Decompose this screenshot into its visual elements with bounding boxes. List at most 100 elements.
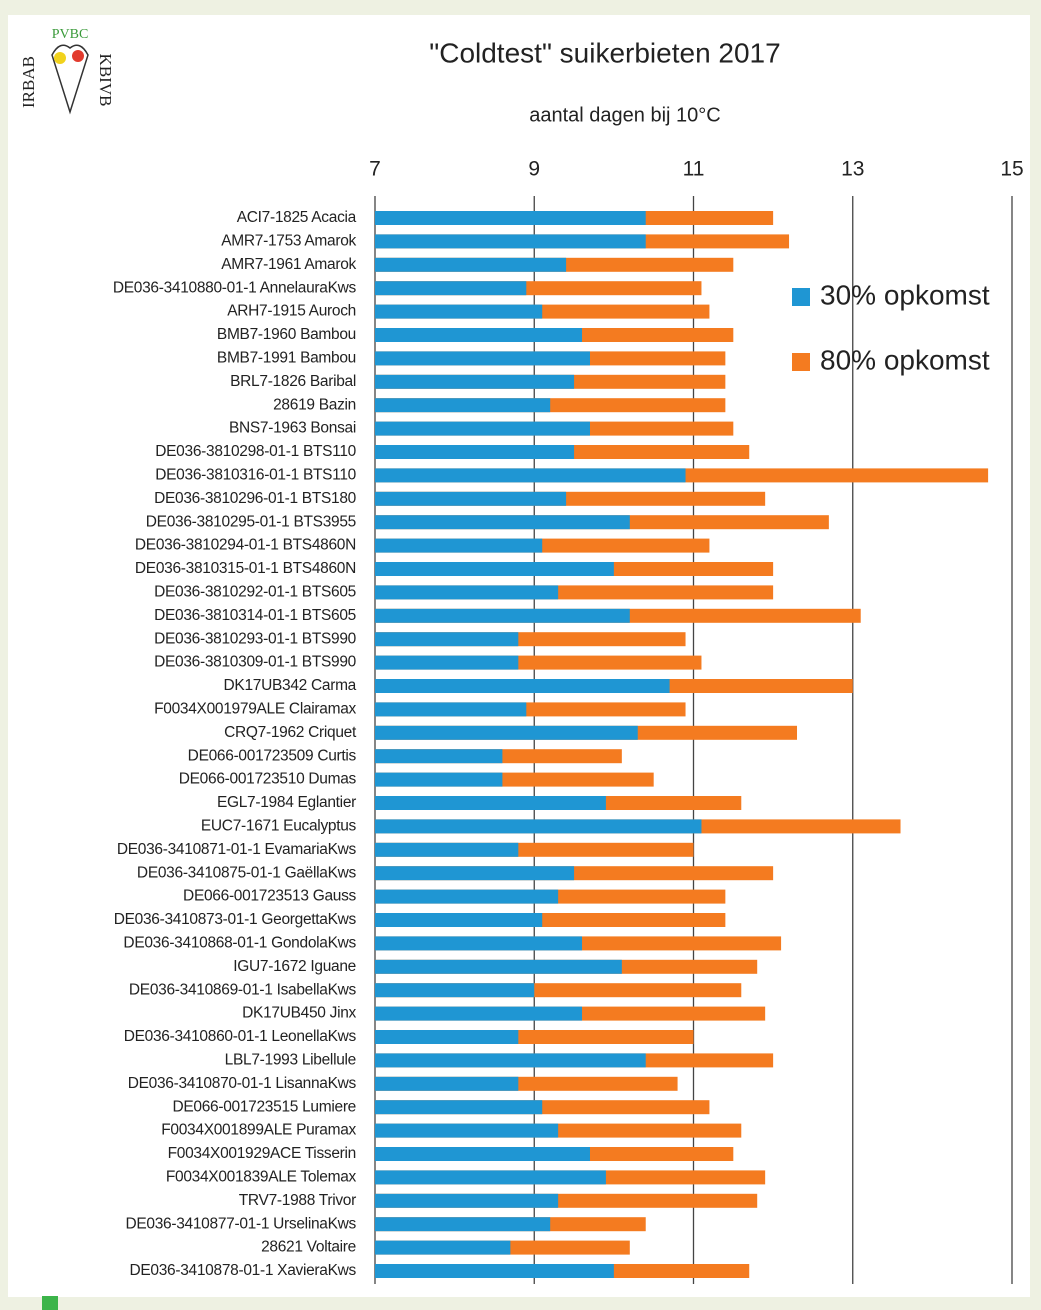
y-tick-label: DE036-3410870-01-1 LisannaKws [128,1075,357,1092]
y-tick-label: DE036-3410860-01-1 LeonellaKws [124,1028,357,1045]
bar [375,445,575,459]
bar [375,889,559,904]
bar [375,351,590,366]
y-tick-label: F0034X001839ALE Tolemax [166,1168,357,1185]
bar [375,819,702,834]
y-tick-label: DE036-3810298-01-1 BTS110 [155,443,356,460]
bar [375,936,583,951]
y-tick-label: DE036-3810294-01-1 BTS4860N [135,537,356,554]
bar [375,538,543,553]
y-tick-label: DE066-001723515 Lumiere [172,1098,356,1115]
y-tick-label: F0034X001929ACE Tisserin [168,1145,356,1162]
bar [375,1006,583,1021]
bar [375,1170,606,1185]
y-tick-label: DE036-3810314-01-1 BTS605 [154,607,356,624]
y-tick-label: DK17UB342 Carma [224,677,357,694]
bar [375,257,567,272]
bar [375,468,686,483]
y-tick-label: BMB7-1991 Bambou [217,349,356,366]
bar [375,725,638,740]
logo-dot [54,52,66,64]
legend-swatch [792,353,810,371]
y-tick-label: DE066-001723510 Dumas [179,771,357,788]
legend-label: 80% opkomst [820,344,990,375]
y-tick-label: BNS7-1963 Bonsai [229,420,356,437]
x-tick-label: 13 [841,158,864,181]
bar [375,585,559,600]
y-tick-label: DE036-3810315-01-1 BTS4860N [135,560,356,577]
y-tick-label: DE036-3410875-01-1 GaëllaKws [137,864,357,881]
bar [375,749,503,764]
y-tick-label: F0034X001979ALE Clairamax [154,700,356,717]
y-tick-label: DE036-3410873-01-1 GeorgettaKws [114,911,357,928]
logo-top: PVBC [52,27,89,42]
y-tick-label: AMR7-1961 Amarok [221,256,356,273]
bar [375,211,646,225]
y-tick-label: LBL7-1993 Libellule [225,1051,356,1068]
bar [375,796,606,810]
chart-title: "Coldtest" suikerbieten 2017 [429,37,780,68]
bar [375,866,575,881]
y-tick-label: DE066-001723509 Curtis [188,747,357,764]
bar [375,1217,551,1232]
y-tick-label: 28619 Bazin [273,396,356,413]
y-tick-label: ACI7-1825 Acacia [237,209,357,226]
bar [375,1076,519,1091]
bar [375,421,590,436]
bar [375,1030,519,1044]
bar [375,1100,543,1115]
y-tick-label: DE036-3410880-01-1 AnnelauraKws [113,279,357,296]
y-tick-label: DE036-3810316-01-1 BTS110 [155,466,356,483]
y-tick-label: ARH7-1915 Auroch [227,303,356,320]
y-tick-label: TRV7-1988 Trivor [239,1192,356,1209]
y-tick-label: IGU7-1672 Iguane [233,958,356,975]
bar [375,772,503,787]
legend-label: 30% opkomst [820,279,990,310]
y-tick-label: DE036-3810292-01-1 BTS605 [154,583,356,600]
y-tick-label: BRL7-1826 Baribal [230,373,356,390]
y-tick-label: EGL7-1984 Eglantier [217,794,356,811]
corner-square [42,1296,58,1310]
bar [375,959,622,974]
x-tick-label: 7 [369,158,381,181]
bar [375,328,583,342]
logo-left: IRBAB [19,56,38,108]
bar [375,491,567,506]
x-tick-label: 9 [528,158,540,181]
logo: IRBAB PVBC KBIVB [19,27,115,115]
y-tick-label: BMB7-1960 Bambou [217,326,356,343]
bar [375,913,543,927]
y-tick-label: AMR7-1753 Amarok [221,232,356,249]
bar [375,702,527,717]
bar [375,234,646,249]
bar [375,983,535,998]
bar [375,842,519,857]
bar [375,632,519,647]
y-tick-label: DE036-3810309-01-1 BTS990 [154,654,357,671]
x-tick-label: 15 [1000,158,1023,181]
bar [375,655,519,670]
bar [375,608,630,623]
y-tick-label: EUC7-1671 Eucalyptus [201,817,357,834]
y-tick-label: DE066-001723513 Gauss [183,888,356,905]
y-tick-label: F0034X001899ALE Puramax [161,1122,356,1139]
legend-swatch [792,288,810,306]
logo-cone [51,44,89,115]
axis-title: aantal dagen bij 10°C [529,104,720,126]
bar [375,1147,590,1161]
bar [375,1193,559,1208]
bar [375,374,575,389]
x-tick-label: 11 [683,158,705,181]
bar [375,1264,614,1278]
logo-dot [72,50,84,62]
y-tick-label: DE036-3410869-01-1 IsabellaKws [129,981,357,998]
bar [375,1240,511,1255]
y-tick-label: 28621 Voltaire [261,1239,356,1256]
bar [375,1053,646,1068]
bar [375,304,543,319]
y-tick-label: DE036-3810296-01-1 BTS180 [154,490,357,507]
bar [375,562,614,576]
bar [375,281,527,296]
